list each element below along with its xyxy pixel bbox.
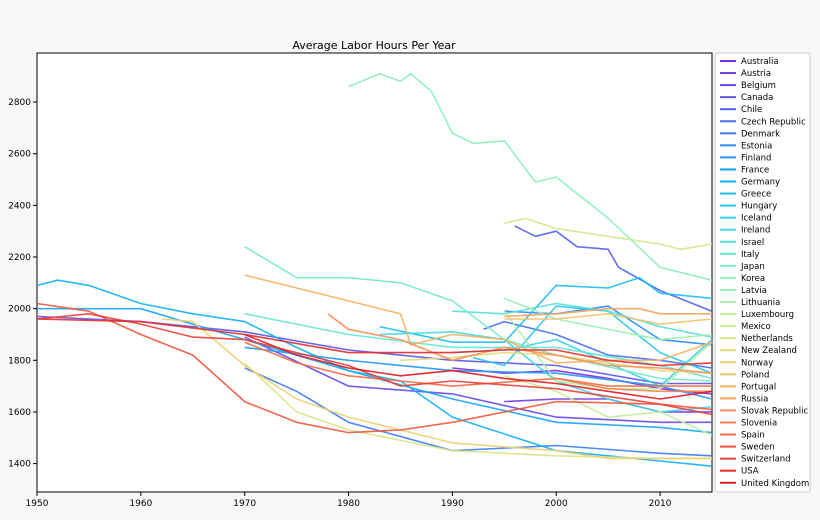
legend-label-8: Finland (741, 153, 771, 163)
legend-label-25: Norway (741, 358, 773, 368)
legend-label-15: Israel (741, 238, 764, 248)
legend-label-14: Ireland (741, 226, 770, 236)
series-line-34 (36, 318, 713, 367)
legend-label-3: Canada (741, 93, 773, 103)
legend-label-26: Poland (741, 370, 769, 380)
legend-label-19: Latvia (741, 286, 767, 296)
x-tick-label-6: 2010 (649, 499, 672, 509)
legend-label-21: Luxembourg (741, 310, 794, 320)
series-line-35 (244, 333, 713, 400)
y-tick-label-3: 2000 (8, 305, 31, 315)
legend-label-29: Slovak Republic (741, 406, 808, 416)
legend-label-0: Australia (741, 57, 779, 67)
legend-label-11: Greece (741, 190, 771, 200)
series-line-15 (452, 302, 713, 338)
series-line-26 (504, 313, 713, 325)
legend-label-23: Netherlands (741, 334, 793, 344)
series-line-29 (327, 313, 713, 374)
series-line-17 (244, 246, 713, 382)
x-tick-label-0: 1950 (26, 499, 49, 509)
legend-label-16: Italy (741, 250, 759, 260)
x-tick-label-5: 2000 (545, 499, 568, 509)
legend-label-32: Sweden (741, 443, 775, 453)
y-tick-label-6: 2600 (8, 150, 31, 160)
y-tick-label-0: 1400 (8, 460, 31, 470)
x-tick-label-1: 1960 (129, 499, 152, 509)
legend-label-7: Estonia (741, 141, 772, 151)
legend-frame (714, 52, 811, 493)
legend-label-35: United Kingdom (741, 479, 809, 489)
series-line-11 (379, 276, 713, 343)
series-line-12 (473, 305, 713, 374)
series-line-5 (483, 320, 713, 369)
legend-label-18: Korea (741, 274, 765, 284)
chart-title: Average Labor Hours Per Year (292, 39, 456, 52)
series-line-21 (504, 375, 713, 436)
legend: Australia Austria Belgium Canada Chile Czech … (714, 52, 811, 493)
legend-label-28: Russia (741, 394, 768, 404)
legend-label-33: Switzerland (741, 455, 791, 465)
x-tick-label-3: 1980 (337, 499, 360, 509)
legend-label-31: Spain (741, 431, 765, 441)
legend-label-6: Denmark (741, 129, 780, 139)
series-line-28 (504, 307, 712, 318)
y-axis: 1400 1600 1800 2000 2200 2400 2600 2800 (8, 98, 37, 470)
y-tick-label-5: 2400 (8, 201, 31, 211)
legend-label-30: Slovenia (741, 419, 777, 429)
series-line-33 (36, 313, 713, 416)
series-line-27 (244, 274, 713, 364)
series-line-2 (244, 336, 712, 424)
y-tick-label-4: 2200 (8, 253, 31, 263)
series-line-8 (244, 346, 713, 400)
series-line-22 (504, 217, 713, 251)
x-axis: 1950 1960 1970 1980 1990 2000 2010 (26, 492, 672, 509)
legend-label-10: Germany (741, 178, 780, 188)
series-line-9 (37, 307, 713, 434)
y-tick-label-7: 2800 (8, 98, 31, 108)
y-tick-label-1: 1600 (8, 408, 31, 418)
legend-label-20: Lithuania (741, 298, 780, 308)
series-line-4 (514, 225, 713, 312)
series-lines (36, 72, 713, 467)
series-line-18 (348, 72, 713, 281)
legend-label-17: Japan (740, 262, 765, 272)
legend-label-13: Iceland (741, 214, 772, 224)
series-line-30 (556, 377, 712, 393)
x-tick-label-4: 1990 (441, 499, 464, 509)
y-tick-label-2: 1800 (8, 356, 31, 366)
series-line-32 (36, 302, 713, 434)
plot-frame (36, 52, 713, 493)
legend-label-2: Belgium (741, 81, 776, 91)
x-tick-label-2: 1970 (233, 499, 256, 509)
legend-label-9: France (741, 165, 769, 175)
legend-label-34: USA (741, 467, 759, 477)
legend-label-4: Chile (741, 105, 762, 115)
legend-label-1: Austria (741, 69, 771, 79)
legend-label-24: New Zealand (741, 346, 797, 356)
legend-label-22: Mexico (741, 322, 771, 332)
series-line-19 (504, 297, 713, 341)
series-line-31 (244, 341, 712, 387)
legend-label-12: Hungary (741, 202, 777, 212)
legend-label-27: Portugal (741, 382, 776, 392)
legend-label-5: Czech Republic (741, 117, 806, 127)
